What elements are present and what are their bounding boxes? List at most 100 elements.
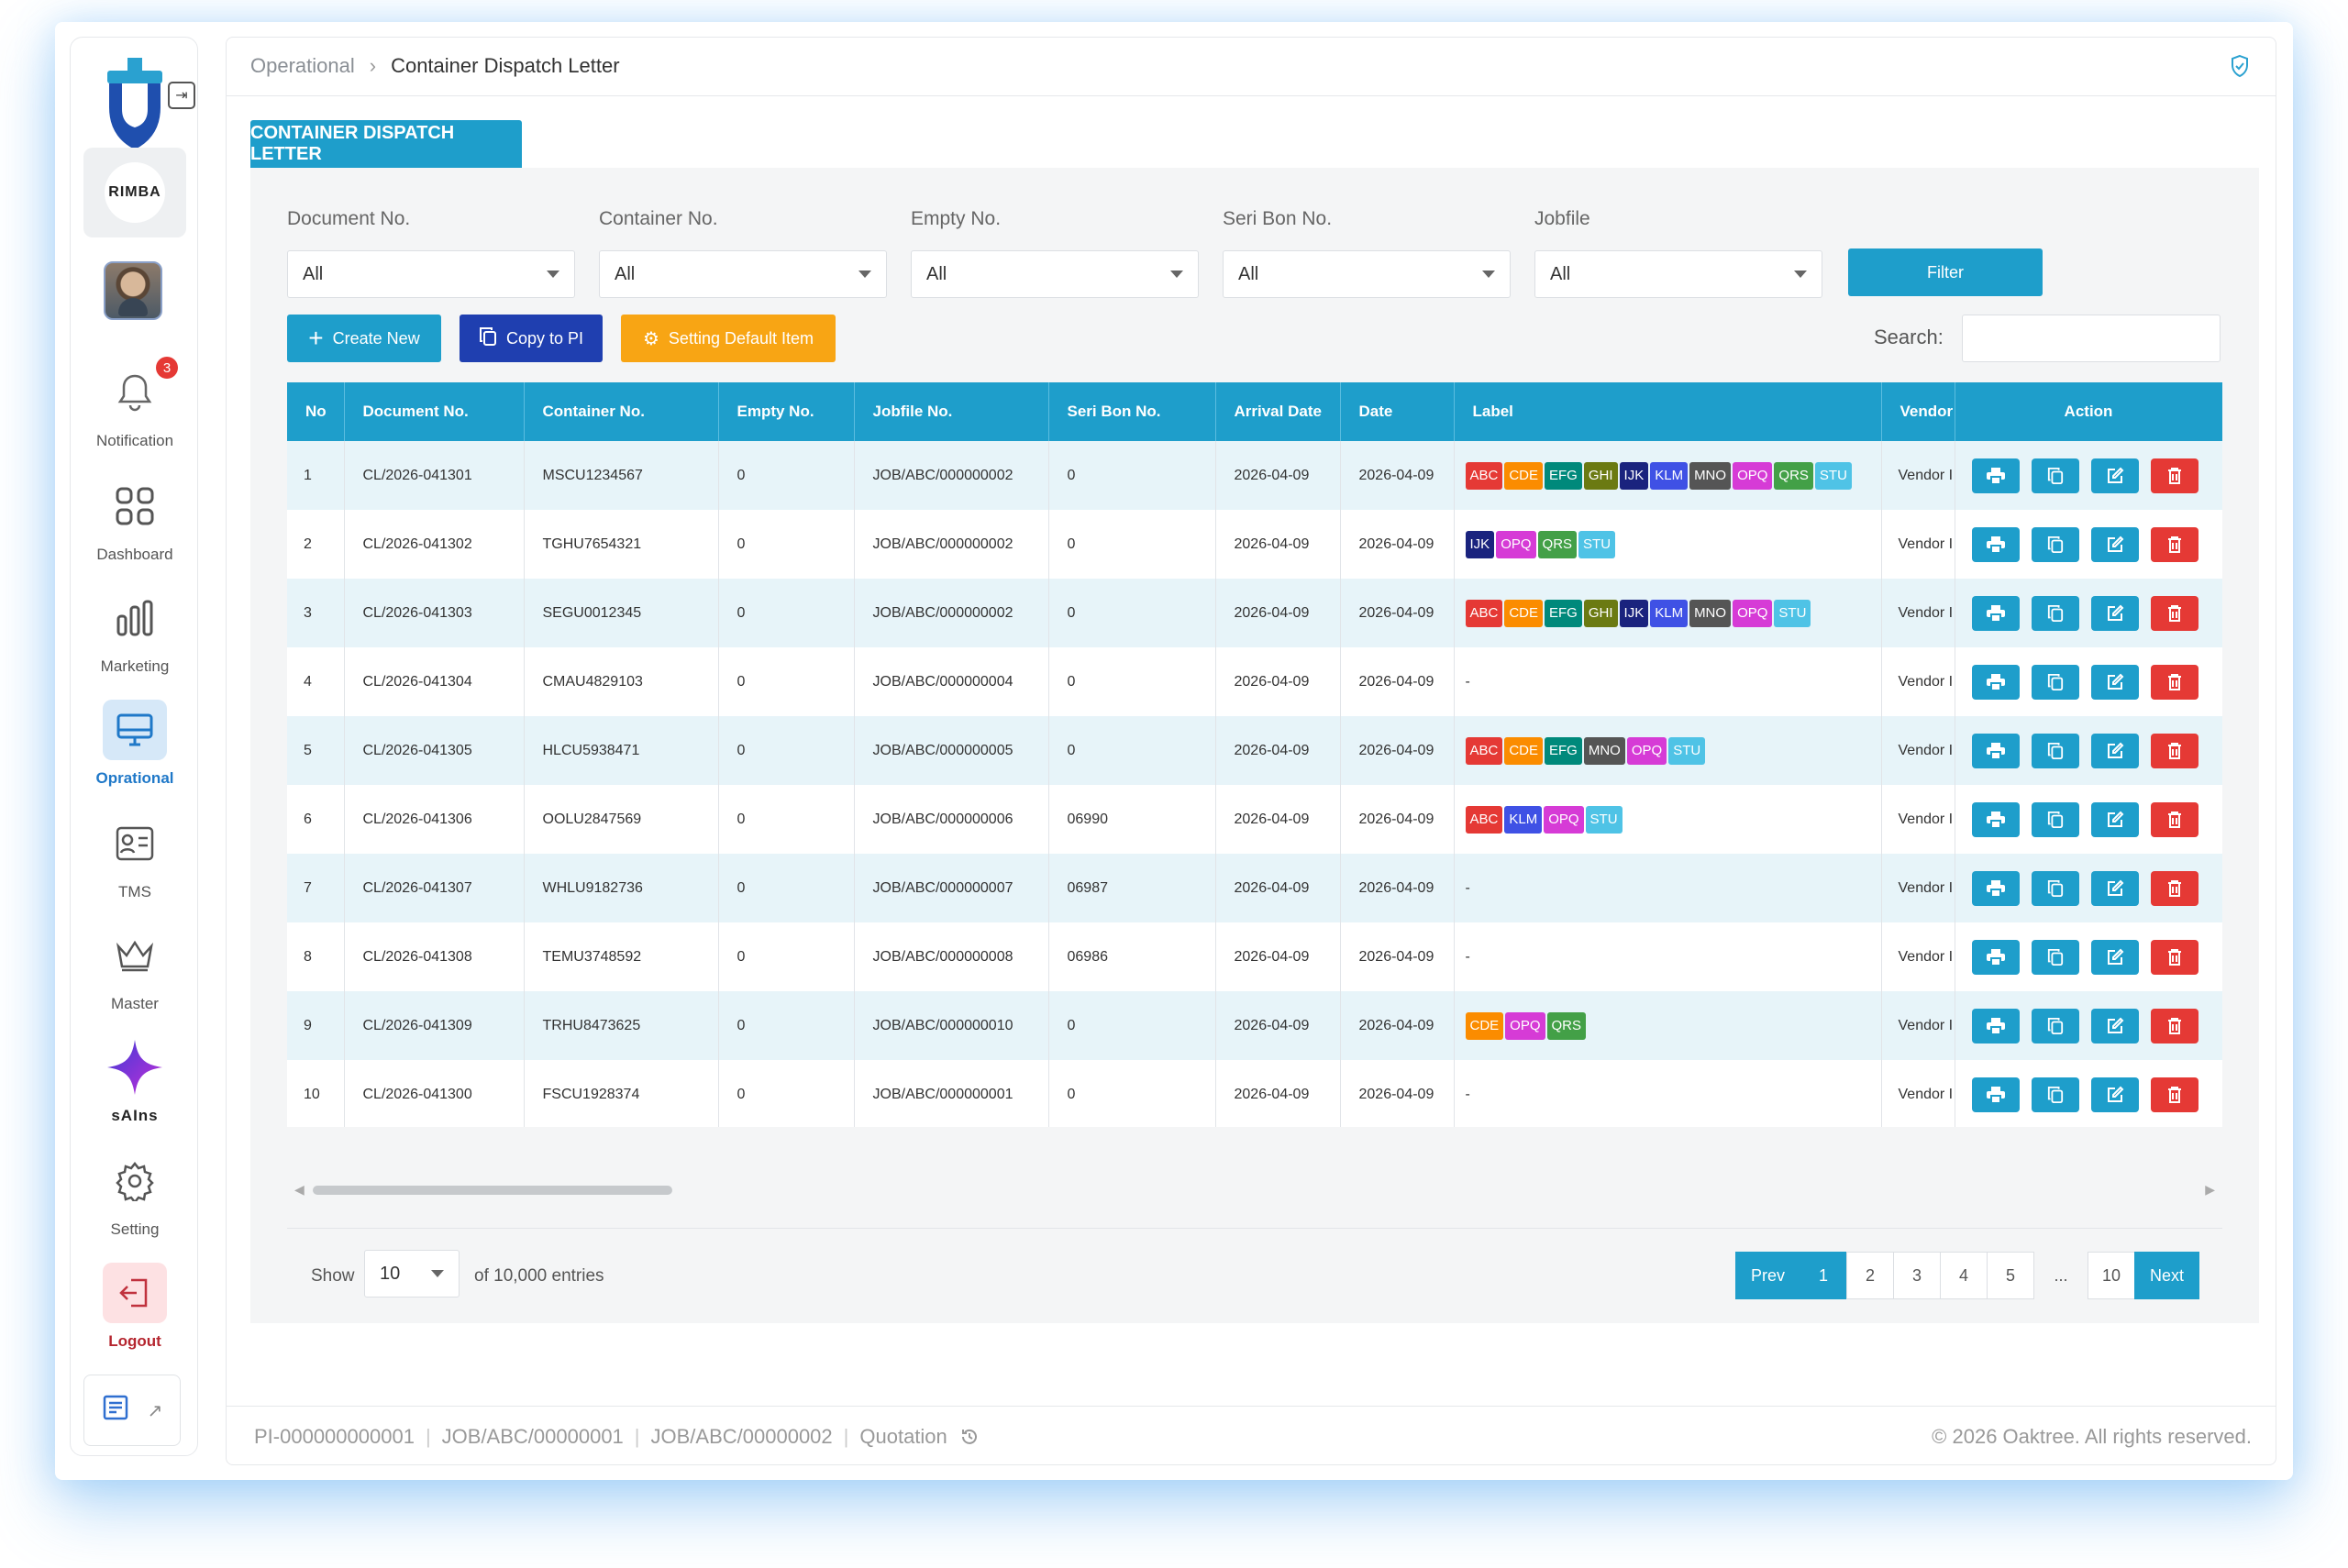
- edit-button[interactable]: [2090, 458, 2139, 493]
- create-new-button[interactable]: + Create New: [287, 315, 441, 362]
- setting-default-item-button[interactable]: ⚙ Setting Default Item: [621, 315, 836, 362]
- edit-button[interactable]: [2090, 733, 2139, 768]
- edit-button[interactable]: [2090, 939, 2139, 975]
- print-button[interactable]: [1971, 526, 2020, 562]
- cell-document-no: CL/2026-041307: [344, 854, 525, 922]
- quick-notes-button[interactable]: ↗: [83, 1375, 181, 1446]
- sidebar-item-notification[interactable]: 3 Notification: [71, 357, 199, 450]
- recent-link[interactable]: Quotation: [859, 1425, 947, 1448]
- page-10-button[interactable]: 10: [2088, 1252, 2136, 1299]
- copy-button[interactable]: [2031, 733, 2079, 768]
- sidebar-item-setting[interactable]: Setting: [71, 1151, 199, 1239]
- cell-no-text: 10: [304, 1086, 320, 1102]
- edit-button[interactable]: [2090, 1077, 2139, 1112]
- page-2-button[interactable]: 2: [1846, 1252, 1895, 1299]
- filter-button[interactable]: Filter: [1848, 248, 2043, 296]
- container-no-select[interactable]: All: [599, 250, 887, 298]
- horizontal-scrollbar[interactable]: ◀ ▶: [287, 1180, 2222, 1198]
- print-button[interactable]: [1971, 1077, 2020, 1112]
- delete-button[interactable]: [2150, 1008, 2198, 1043]
- history-icon[interactable]: [960, 1428, 979, 1446]
- sidebar-collapse-button[interactable]: ⇥: [168, 82, 195, 109]
- copy-to-pi-button[interactable]: Copy to PI: [460, 315, 603, 362]
- print-button[interactable]: [1971, 870, 2020, 906]
- sidebar-item-sains[interactable]: sAIns: [71, 1037, 199, 1125]
- scrollbar-thumb[interactable]: [313, 1186, 672, 1195]
- cell-arrival-date-text: 2026-04-09: [1234, 1086, 1310, 1102]
- cell-no: 7: [287, 854, 345, 922]
- delete-button[interactable]: [2150, 733, 2198, 768]
- edit-button[interactable]: [2090, 801, 2139, 837]
- print-button[interactable]: [1971, 664, 2020, 700]
- cell-seri-bon-no: 0: [1048, 510, 1216, 579]
- copy-button[interactable]: [2031, 526, 2079, 562]
- scroll-right-icon[interactable]: ▶: [2205, 1182, 2215, 1197]
- sidebar-item-tms[interactable]: TMS: [71, 813, 199, 901]
- brand-switcher[interactable]: RIMBA: [83, 148, 186, 237]
- edit-button[interactable]: [2090, 870, 2139, 906]
- next-page-button[interactable]: Next: [2134, 1252, 2200, 1299]
- cell-seri-bon-no: 0: [1048, 1060, 1216, 1127]
- empty-label: -: [1465, 673, 1470, 690]
- breadcrumb-separator: ›: [369, 54, 377, 77]
- prev-page-button[interactable]: Prev: [1735, 1252, 1801, 1299]
- cell-no-text: 4: [304, 673, 312, 690]
- sidebar-item-marketing[interactable]: Marketing: [71, 588, 199, 676]
- sidebar-item-master[interactable]: Master: [71, 925, 199, 1013]
- copy-button[interactable]: [2031, 939, 2079, 975]
- copy-button[interactable]: [2031, 458, 2079, 493]
- delete-button[interactable]: [2150, 664, 2198, 700]
- tab-container-dispatch-letter[interactable]: CONTAINER DISPATCH LETTER: [250, 120, 522, 168]
- sidebar-item-logout[interactable]: Logout: [71, 1263, 199, 1351]
- page-4-button[interactable]: 4: [1940, 1252, 1988, 1299]
- search-input[interactable]: [1962, 315, 2221, 362]
- label-badge: CDE: [1504, 736, 1544, 765]
- document-no-select[interactable]: All: [287, 250, 575, 298]
- print-button[interactable]: [1971, 733, 2020, 768]
- cell-seri-bon-no: 0: [1048, 716, 1216, 785]
- edit-button[interactable]: [2090, 595, 2139, 631]
- recent-link[interactable]: JOB/ABC/00000002: [650, 1425, 833, 1448]
- delete-button[interactable]: [2150, 595, 2198, 631]
- scroll-left-icon[interactable]: ◀: [294, 1182, 305, 1197]
- copy-button[interactable]: [2031, 870, 2079, 906]
- copy-button[interactable]: [2031, 1008, 2079, 1043]
- print-button[interactable]: [1971, 595, 2020, 631]
- delete-button[interactable]: [2150, 458, 2198, 493]
- delete-button[interactable]: [2150, 526, 2198, 562]
- breadcrumb-parent[interactable]: Operational: [250, 54, 355, 77]
- shield-icon[interactable]: [2230, 54, 2252, 80]
- recent-link[interactable]: PI-000000000001: [254, 1425, 415, 1448]
- cell-empty-no: 0: [718, 854, 855, 922]
- jobfile-select[interactable]: All: [1534, 250, 1822, 298]
- page-size-select[interactable]: 10: [364, 1250, 460, 1297]
- print-icon: [1986, 871, 2005, 906]
- seri-bon-no-select[interactable]: All: [1223, 250, 1511, 298]
- sidebar-item-operational[interactable]: Oprational: [71, 700, 199, 788]
- page-3-button[interactable]: 3: [1893, 1252, 1942, 1299]
- page-5-button[interactable]: 5: [1987, 1252, 2035, 1299]
- print-button[interactable]: [1971, 939, 2020, 975]
- delete-button[interactable]: [2150, 870, 2198, 906]
- copy-button[interactable]: [2031, 1077, 2079, 1112]
- trash-icon: [2167, 940, 2182, 975]
- copy-button[interactable]: [2031, 595, 2079, 631]
- edit-button[interactable]: [2090, 1008, 2139, 1043]
- delete-button[interactable]: [2150, 1077, 2198, 1112]
- print-button[interactable]: [1971, 801, 2020, 837]
- delete-button[interactable]: [2150, 801, 2198, 837]
- copy-button[interactable]: [2031, 801, 2079, 837]
- edit-button[interactable]: [2090, 664, 2139, 700]
- page-1-button[interactable]: 1: [1800, 1252, 1848, 1299]
- recent-link[interactable]: JOB/ABC/00000001: [441, 1425, 624, 1448]
- delete-button[interactable]: [2150, 939, 2198, 975]
- edit-button[interactable]: [2090, 526, 2139, 562]
- print-icon: [1986, 1077, 2005, 1112]
- sidebar-item-dashboard[interactable]: Dashboard: [71, 476, 199, 564]
- empty-no-select[interactable]: All: [911, 250, 1199, 298]
- print-button[interactable]: [1971, 458, 2020, 493]
- copy-button[interactable]: [2031, 664, 2079, 700]
- user-avatar[interactable]: [104, 261, 162, 320]
- print-button[interactable]: [1971, 1008, 2020, 1043]
- filter-label-jobfile: Jobfile: [1534, 208, 1590, 229]
